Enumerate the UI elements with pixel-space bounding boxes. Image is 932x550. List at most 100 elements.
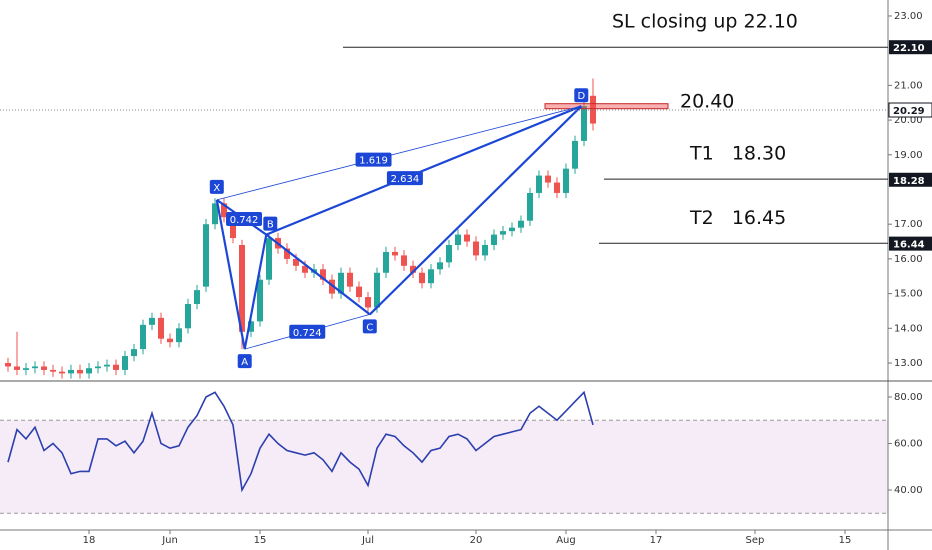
rsi-band bbox=[0, 420, 888, 514]
candle-body bbox=[364, 297, 371, 308]
pattern-leg bbox=[243, 234, 268, 350]
candle-body bbox=[185, 304, 192, 329]
y-tick-label: 15.00 bbox=[894, 289, 923, 300]
pattern-point-box bbox=[362, 319, 377, 334]
candle-body bbox=[481, 245, 488, 256]
candle-body bbox=[553, 182, 560, 193]
candle-body bbox=[526, 192, 533, 221]
candle-body bbox=[400, 255, 407, 266]
candle-body bbox=[355, 286, 362, 298]
ratio-label: 1.619 bbox=[359, 156, 388, 167]
pattern-point-label: C bbox=[366, 322, 373, 333]
candle-body bbox=[158, 317, 165, 339]
candle-body bbox=[293, 258, 299, 266]
pattern-point-label: D bbox=[577, 91, 585, 102]
candle-body bbox=[77, 369, 84, 374]
candle-body bbox=[445, 245, 452, 263]
price-label-box bbox=[888, 102, 932, 118]
price-label-box bbox=[889, 40, 932, 55]
zone-annotation: 20.40 bbox=[680, 91, 734, 113]
price-label: 18.28 bbox=[893, 176, 925, 187]
candle-body bbox=[589, 95, 596, 124]
y-tick-label: 19.00 bbox=[894, 150, 923, 161]
pattern-point-label: X bbox=[213, 183, 220, 194]
candle-body bbox=[149, 317, 156, 325]
candle-body bbox=[266, 238, 273, 280]
y-tick-label: 14.00 bbox=[894, 323, 923, 334]
y-tick-label: 40.00 bbox=[894, 485, 923, 496]
price-label: 22.10 bbox=[893, 43, 925, 54]
ratio-box bbox=[355, 152, 392, 167]
price-label-box bbox=[889, 172, 932, 187]
pattern-leg bbox=[265, 105, 582, 236]
candle-body bbox=[391, 251, 398, 256]
candle-body bbox=[14, 366, 21, 370]
pattern-leg bbox=[215, 199, 246, 350]
y-tick-label: 80.00 bbox=[894, 392, 923, 403]
candle-body bbox=[436, 262, 443, 270]
pattern-point-box bbox=[263, 216, 278, 231]
candle-body bbox=[5, 362, 12, 367]
y-tick-label: 21.00 bbox=[894, 80, 923, 91]
candle-body bbox=[472, 241, 479, 256]
candle-body bbox=[409, 265, 416, 273]
candle-body bbox=[59, 371, 66, 374]
y-tick-label: 20.00 bbox=[894, 115, 923, 126]
entry-zone bbox=[544, 103, 669, 110]
candle-body bbox=[301, 265, 308, 273]
candle-body bbox=[580, 106, 587, 141]
candle-body bbox=[427, 269, 434, 284]
target-annotation: SL closing up 22.10 bbox=[612, 11, 798, 33]
candle-body bbox=[499, 231, 506, 235]
ratio-box bbox=[226, 211, 263, 226]
candle-body bbox=[544, 175, 551, 183]
candle-body bbox=[490, 234, 497, 246]
x-tick-label: Sep bbox=[746, 535, 765, 546]
ratio-label: 0.742 bbox=[230, 215, 259, 226]
ratio-box bbox=[386, 171, 423, 186]
candle-body bbox=[113, 364, 120, 370]
candle-body bbox=[284, 248, 291, 259]
candle-body bbox=[337, 272, 344, 294]
candle-body bbox=[122, 356, 129, 370]
candle-body bbox=[454, 234, 461, 246]
x-tick-label: Jun bbox=[161, 535, 178, 546]
target-annotation: T2 16.45 bbox=[689, 207, 786, 229]
candle-body bbox=[346, 272, 353, 287]
y-tick-label: 23.00 bbox=[894, 11, 923, 22]
candle-body bbox=[95, 366, 102, 369]
candle-body bbox=[86, 368, 93, 374]
price-label: 16.44 bbox=[893, 240, 925, 251]
pattern-point-box bbox=[574, 88, 589, 103]
candle-body bbox=[212, 203, 219, 225]
x-tick-label: Aug bbox=[556, 535, 576, 546]
candle-body bbox=[23, 368, 30, 370]
candle-body bbox=[104, 364, 111, 367]
x-tick-label: 20 bbox=[470, 535, 483, 546]
pattern-leg bbox=[265, 233, 371, 316]
y-tick-label: 13.00 bbox=[894, 358, 923, 369]
pattern-point-box bbox=[209, 179, 224, 194]
pattern-point-label: A bbox=[241, 357, 248, 368]
pattern-point-label: B bbox=[267, 220, 274, 231]
price-label-box bbox=[889, 236, 932, 251]
candle-body bbox=[203, 224, 210, 287]
candle-body bbox=[221, 203, 228, 218]
ratio-box bbox=[289, 324, 326, 339]
x-tick-label: 17 bbox=[650, 535, 663, 546]
candle-body bbox=[418, 272, 425, 284]
x-tick-label: 15 bbox=[254, 535, 267, 546]
pattern-leg bbox=[369, 105, 583, 316]
candle-body bbox=[382, 251, 389, 273]
candle-body bbox=[517, 220, 524, 228]
candle-body bbox=[32, 366, 39, 369]
y-tick-label: 16.00 bbox=[894, 254, 923, 265]
pattern-point-box bbox=[237, 354, 252, 369]
candle-body bbox=[230, 217, 237, 239]
candle-body bbox=[257, 279, 264, 322]
candle-body bbox=[571, 140, 578, 169]
candle-body bbox=[50, 369, 57, 372]
candle-body bbox=[239, 245, 246, 332]
pattern-leg bbox=[216, 105, 582, 201]
